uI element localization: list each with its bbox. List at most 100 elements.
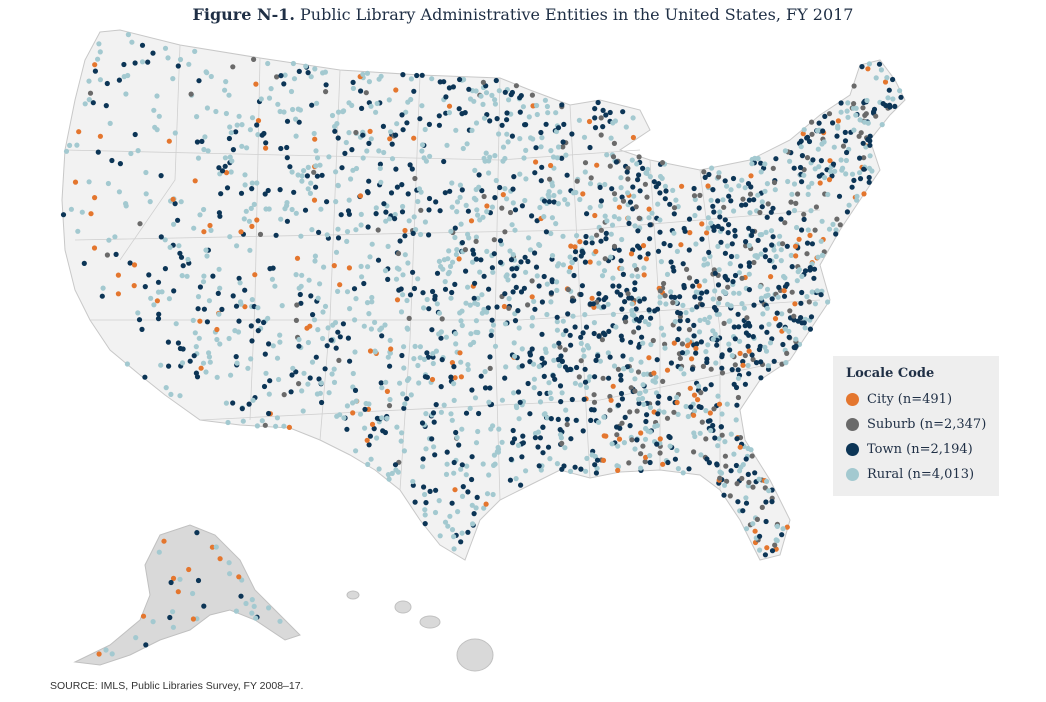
library-dot xyxy=(554,461,561,467)
library-dot xyxy=(815,146,821,152)
library-dot xyxy=(125,31,131,38)
library-dot xyxy=(368,103,374,109)
library-dot xyxy=(419,72,425,78)
library-dot xyxy=(788,199,794,205)
library-dot xyxy=(393,132,399,138)
library-dot xyxy=(737,338,743,344)
library-dot xyxy=(636,396,642,402)
library-dot xyxy=(486,170,492,176)
library-dot xyxy=(469,454,475,460)
library-dot xyxy=(438,384,444,390)
library-dot xyxy=(801,127,807,133)
library-dot xyxy=(752,528,758,534)
library-dot xyxy=(671,409,677,415)
library-dot xyxy=(392,211,398,218)
library-dot xyxy=(253,615,259,621)
library-dot xyxy=(691,193,698,199)
library-dot xyxy=(444,461,450,467)
library-dot xyxy=(477,269,483,275)
library-dot xyxy=(457,310,463,316)
library-dot xyxy=(699,236,705,242)
library-dot xyxy=(735,375,742,381)
library-dot xyxy=(732,233,738,239)
library-dot xyxy=(838,100,844,106)
library-dot xyxy=(628,295,635,301)
library-dot xyxy=(433,487,439,493)
library-dot xyxy=(546,199,553,205)
library-dot xyxy=(335,288,341,294)
library-dot xyxy=(619,236,625,243)
library-dot xyxy=(637,254,643,260)
library-dot xyxy=(636,154,642,160)
library-dot xyxy=(523,269,529,275)
library-dot xyxy=(350,85,356,91)
library-dot xyxy=(387,363,393,369)
library-dot xyxy=(643,454,649,460)
library-dot xyxy=(233,354,239,360)
library-dot xyxy=(369,241,375,247)
library-dot xyxy=(438,409,444,415)
library-dot xyxy=(487,154,493,160)
library-dot xyxy=(588,407,595,413)
library-dot xyxy=(633,204,639,210)
library-dot xyxy=(745,320,752,326)
library-dot xyxy=(422,219,428,225)
library-dot xyxy=(670,264,676,270)
library-dot xyxy=(583,324,590,330)
library-dot xyxy=(548,148,554,154)
library-dot xyxy=(308,74,314,80)
library-dot xyxy=(583,233,589,240)
library-dot xyxy=(358,211,364,217)
library-dot xyxy=(672,294,678,300)
library-dot xyxy=(657,294,663,300)
library-dot xyxy=(546,194,552,200)
library-dot xyxy=(583,384,590,390)
library-dot xyxy=(485,305,491,311)
library-dot xyxy=(255,118,262,124)
library-dot xyxy=(513,284,519,290)
library-dot xyxy=(516,416,522,422)
library-dot xyxy=(384,388,390,394)
library-dot xyxy=(255,305,261,311)
library-dot xyxy=(619,266,625,272)
library-dot xyxy=(619,396,626,402)
library-dot xyxy=(667,201,673,207)
source-note: SOURCE: IMLS, Public Libraries Survey, F… xyxy=(50,680,304,692)
library-dot xyxy=(433,348,439,354)
library-dot xyxy=(135,148,141,154)
library-dot xyxy=(262,351,268,357)
library-dot xyxy=(170,575,177,582)
library-dot xyxy=(574,178,580,184)
library-dot xyxy=(691,408,698,414)
library-dot xyxy=(151,302,157,308)
library-dot xyxy=(404,396,410,402)
library-dot xyxy=(502,89,508,95)
library-dot xyxy=(673,197,679,203)
library-dot xyxy=(705,418,712,424)
library-dot xyxy=(867,142,873,148)
library-dot xyxy=(573,189,579,196)
library-dot xyxy=(278,216,284,222)
library-dot xyxy=(739,475,745,482)
library-dot xyxy=(172,130,178,136)
library-dot xyxy=(472,167,478,173)
library-dot xyxy=(166,363,172,369)
library-dot xyxy=(201,273,207,279)
library-dot xyxy=(267,266,273,272)
library-dot xyxy=(591,399,598,405)
library-dot xyxy=(586,118,593,125)
library-dot xyxy=(542,97,549,103)
library-dot xyxy=(472,300,478,306)
library-dot xyxy=(196,335,202,341)
library-dot xyxy=(578,340,584,346)
library-dot xyxy=(364,437,370,443)
library-dot xyxy=(432,509,439,516)
library-dot xyxy=(266,341,272,347)
library-dot xyxy=(647,404,654,411)
library-dot xyxy=(647,174,653,180)
library-dot xyxy=(627,199,634,205)
library-dot xyxy=(768,209,774,215)
town-swatch xyxy=(846,442,859,456)
library-dot xyxy=(596,419,602,425)
library-dot xyxy=(610,154,617,160)
